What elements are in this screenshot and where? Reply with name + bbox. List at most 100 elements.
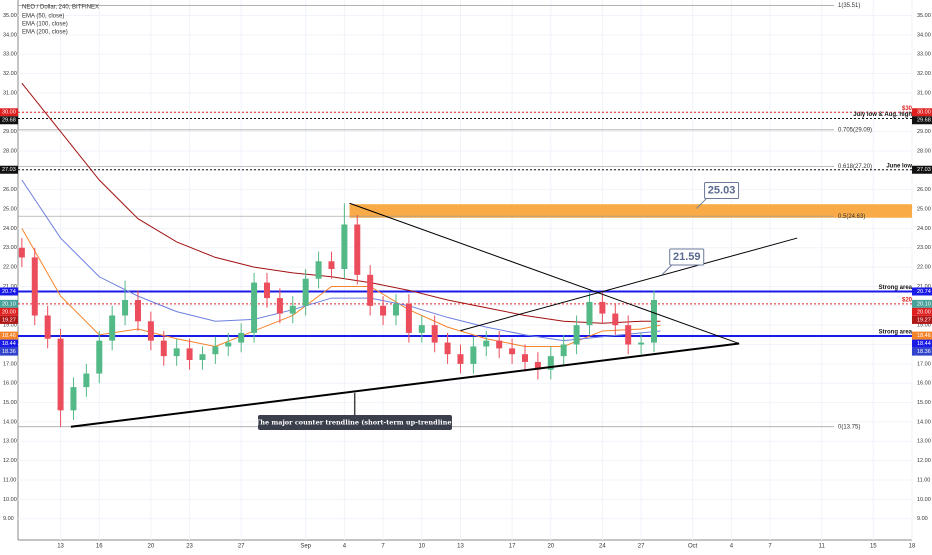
y-tick-label: 19.00 xyxy=(3,323,17,329)
y-tick-label: 16.00 xyxy=(3,381,17,387)
y-tick-label: 14.00 xyxy=(3,419,17,425)
candle-body xyxy=(483,340,490,347)
x-tick-label: 7 xyxy=(381,544,385,550)
x-tick-label: 17 xyxy=(509,544,516,550)
candle-body xyxy=(199,354,206,360)
y-tick-label: 33.00 xyxy=(917,52,931,58)
price-tag xyxy=(912,307,932,316)
callout-pointer xyxy=(696,198,707,209)
price-tag xyxy=(0,116,18,125)
y-tick-label: 23.00 xyxy=(3,245,17,251)
ema-line xyxy=(21,82,661,324)
annotation-box xyxy=(258,415,452,430)
candle-body xyxy=(70,387,77,411)
callout-box xyxy=(669,248,705,266)
fib-label: 0.618(27.20) xyxy=(838,164,872,170)
candle-body xyxy=(251,282,258,333)
y-tick-label: 24.00 xyxy=(3,226,17,232)
price-tag-label: 18.46 xyxy=(917,333,931,339)
x-tick-label: 13 xyxy=(457,544,464,550)
candle-body xyxy=(380,305,387,316)
candle-body xyxy=(302,278,309,306)
candle-body xyxy=(418,325,425,333)
level-label: $20 xyxy=(902,297,913,303)
candle-body xyxy=(122,300,129,316)
x-tick-label: 27 xyxy=(238,544,245,550)
y-tick-label: 32.00 xyxy=(917,71,931,77)
price-tag xyxy=(912,165,932,174)
y-tick-label: 15.00 xyxy=(3,400,17,406)
level-label: Strong area xyxy=(879,330,913,336)
y-tick-label: 35.00 xyxy=(917,13,931,19)
price-tag xyxy=(0,331,18,340)
candle-body xyxy=(573,325,580,345)
trendline xyxy=(70,342,740,428)
candle-body xyxy=(354,224,361,275)
candle-body xyxy=(147,321,154,341)
y-tick-label: 17.00 xyxy=(917,361,931,367)
price-tag-label: 27.03 xyxy=(2,167,16,173)
plot: 1(35.51) 0.705(29.09) 0.618(27.20) 0.5(24.6… xyxy=(18,3,913,430)
overlay: 25.03 21.59 The major counter trendline (s… xyxy=(0,14,932,430)
candle-body xyxy=(289,305,296,314)
x-tick-label: 20 xyxy=(148,544,155,550)
ema-line xyxy=(21,179,661,342)
price-tag xyxy=(0,287,18,296)
candle-body xyxy=(186,348,193,360)
level-label: July low & Aug. high xyxy=(853,112,912,118)
x-tick-label: 10 xyxy=(418,544,425,550)
fib-label: 0.705(29.09) xyxy=(838,127,872,133)
y-tick-label: 25.00 xyxy=(3,206,17,212)
callout-label: 21.59 xyxy=(673,251,701,263)
price-tag-label: 20.00 xyxy=(2,309,16,315)
ema-line xyxy=(21,228,661,347)
candle-body xyxy=(509,348,516,355)
candle-body xyxy=(457,354,464,364)
price-tag xyxy=(0,307,18,316)
candle-body xyxy=(638,342,645,345)
x-tick-label: 18 xyxy=(909,544,916,550)
price-tag-label: 29.68 xyxy=(917,118,931,124)
price-tag-label: 29.68 xyxy=(2,118,16,124)
x-tick-label: 13 xyxy=(57,544,64,550)
x-tick-label: 23 xyxy=(186,544,193,550)
candle-body xyxy=(109,315,116,341)
candle-body xyxy=(547,356,554,370)
fib-label: 0.5(24.63) xyxy=(838,214,865,220)
price-tag xyxy=(912,315,932,324)
candle-body xyxy=(470,346,477,364)
callout-pointer xyxy=(661,264,673,276)
price-tag-label: 19.27 xyxy=(2,317,16,323)
x-tick-label: 15 xyxy=(870,544,877,550)
y-tick-label: 14.00 xyxy=(917,419,931,425)
candle-body xyxy=(96,340,103,374)
price-tag xyxy=(0,165,18,174)
candle-body xyxy=(160,340,167,357)
y-tick-label: 34.00 xyxy=(917,32,931,38)
y-tick-label: 10.00 xyxy=(3,497,17,503)
x-tick-label: Oct xyxy=(688,544,698,550)
price-tag-label: 18.44 xyxy=(917,341,931,347)
y-tick-label: 12.00 xyxy=(917,458,931,464)
price-tag xyxy=(0,108,18,117)
y-tick-label: 13.00 xyxy=(3,439,17,445)
y-tick-label: 12.00 xyxy=(3,458,17,464)
x-tick-label: Sep xyxy=(300,544,311,550)
level-label: Strong area xyxy=(879,285,913,291)
price-tag-label: 20.00 xyxy=(917,309,931,315)
y-tick-label: 11.00 xyxy=(917,477,930,483)
y-tick-label: 22.00 xyxy=(917,265,931,271)
candle-body xyxy=(560,344,567,357)
price-tag xyxy=(0,339,18,348)
trendline xyxy=(349,202,740,345)
price-tag xyxy=(0,347,18,356)
y-tick-label: 16.00 xyxy=(917,381,931,387)
candle-body xyxy=(134,300,141,322)
x-tick-label: 7 xyxy=(768,544,772,550)
level-label: $30 xyxy=(902,106,913,112)
x-tick-label: 11 xyxy=(819,544,826,550)
y-tick-label: 17.00 xyxy=(3,361,17,367)
candle-body xyxy=(431,325,438,343)
